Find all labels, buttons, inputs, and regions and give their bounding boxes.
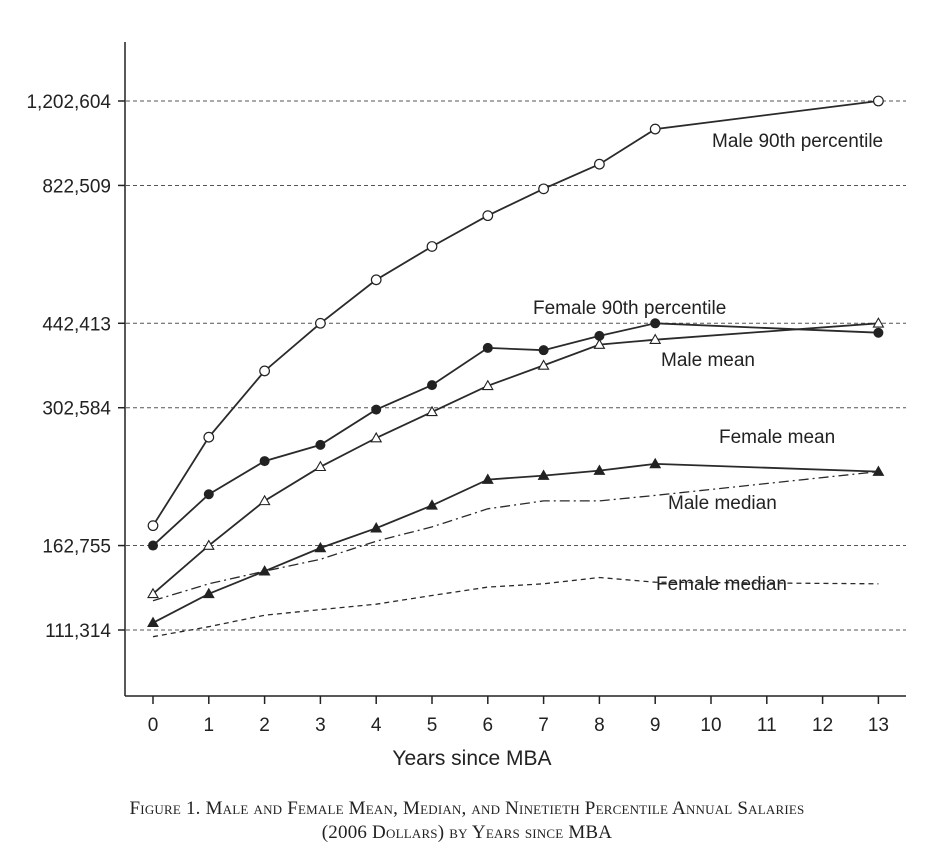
female-90th-percentile-point bbox=[148, 540, 158, 551]
male-90th-percentile-point bbox=[426, 241, 438, 252]
male-90th-percentile-point bbox=[538, 183, 549, 195]
male-90th-percentile-point bbox=[315, 317, 326, 329]
female-mean-point bbox=[649, 457, 662, 469]
female-mean-point bbox=[258, 565, 271, 576]
male-mean-point bbox=[593, 338, 606, 349]
axes bbox=[124, 42, 906, 697]
y-tick-label: 822,509 bbox=[42, 176, 111, 197]
female-mean-point bbox=[147, 616, 159, 628]
male-90th-percentile-point bbox=[370, 274, 382, 286]
x-tick-label: 4 bbox=[371, 715, 382, 736]
female-mean-point bbox=[426, 499, 438, 510]
gridlines bbox=[126, 100, 906, 631]
female-mean-point bbox=[314, 541, 327, 553]
y-tick-label: 1,202,604 bbox=[26, 92, 111, 113]
y-tick-label: 302,584 bbox=[42, 399, 111, 420]
x-axis-ticks: 0 1 2 3 4 5 6 7 8 9 10 11 12 13 bbox=[148, 696, 889, 736]
female-90th-percentile-point bbox=[427, 380, 437, 391]
y-tick-label: 162,755 bbox=[42, 537, 111, 558]
male-median-label: Male median bbox=[668, 493, 777, 514]
female-90th-percentile-point bbox=[873, 327, 884, 338]
figure-caption-line1: Figure 1. Male and Female Mean, Median, … bbox=[129, 798, 805, 819]
x-tick-label: 7 bbox=[538, 715, 549, 736]
x-tick-label: 6 bbox=[483, 715, 494, 736]
female-median-line bbox=[152, 576, 879, 638]
male-mean-point bbox=[202, 539, 215, 550]
x-tick-label: 3 bbox=[315, 715, 326, 736]
y-tick-label: 111,314 bbox=[45, 621, 111, 642]
female-mean-label: Female mean bbox=[719, 427, 835, 448]
female-90th-percentile-point bbox=[371, 404, 382, 415]
female-mean-point bbox=[481, 473, 494, 484]
female-90th-percentile-label: Female 90th percentile bbox=[533, 298, 726, 319]
figure-caption-line2: (2006 Dollars) by Years since MBA bbox=[321, 822, 613, 843]
male-mean-point bbox=[481, 379, 494, 391]
series-markers bbox=[147, 95, 885, 628]
male-mean-point bbox=[426, 405, 438, 417]
male-90th-percentile-point bbox=[203, 431, 215, 443]
x-tick-label: 5 bbox=[427, 715, 438, 736]
x-tick-label: 1 bbox=[204, 715, 215, 736]
male-median-line bbox=[152, 470, 879, 602]
y-axis-ticks: 1,202,604 822,509 442,413 302,584 162,755 111… bbox=[26, 92, 125, 642]
x-tick-label: 9 bbox=[650, 715, 661, 736]
male-mean-point bbox=[314, 460, 327, 472]
male-90th-percentile-label: Male 90th percentile bbox=[712, 131, 883, 152]
male-mean-point bbox=[649, 333, 662, 344]
male-90th-percentile-point bbox=[873, 95, 884, 107]
male-mean-point bbox=[147, 587, 159, 599]
female-90th-percentile-point bbox=[259, 456, 270, 467]
female-90th-percentile-point bbox=[482, 342, 493, 353]
female-90th-percentile-point bbox=[203, 489, 214, 500]
x-tick-label: 10 bbox=[700, 715, 721, 736]
female-mean-point bbox=[593, 464, 606, 475]
male-90th-percentile-point bbox=[649, 123, 661, 135]
y-tick-label: 442,413 bbox=[42, 314, 111, 335]
male-mean-point bbox=[537, 359, 550, 370]
x-tick-label: 11 bbox=[757, 715, 777, 736]
x-axis-title: Years since MBA bbox=[392, 747, 551, 770]
female-mean-point bbox=[202, 587, 215, 599]
male-90th-percentile-point bbox=[147, 520, 159, 532]
female-mean-point bbox=[537, 469, 550, 480]
female-90th-percentile-point bbox=[594, 330, 605, 341]
female-mean-point bbox=[370, 522, 383, 533]
male-90th-percentile-point bbox=[259, 365, 271, 377]
x-tick-label: 0 bbox=[148, 715, 159, 736]
male-mean-label: Male mean bbox=[661, 350, 755, 371]
series-labels: Male 90th percentile Female 90th percenti… bbox=[533, 131, 883, 595]
female-90th-percentile-point bbox=[538, 345, 549, 356]
female-90th-percentile-point bbox=[650, 318, 661, 329]
x-tick-label: 13 bbox=[868, 715, 889, 736]
male-mean-point bbox=[872, 317, 885, 328]
male-mean-point bbox=[370, 431, 383, 443]
female-90th-percentile-point bbox=[315, 439, 326, 450]
x-tick-label: 8 bbox=[594, 715, 605, 736]
x-tick-label: 2 bbox=[259, 715, 270, 736]
male-mean-point bbox=[258, 494, 271, 506]
female-median-label: Female median bbox=[656, 574, 787, 595]
male-90th-percentile-point bbox=[482, 210, 494, 222]
x-tick-label: 12 bbox=[812, 715, 833, 736]
female-mean-line bbox=[152, 462, 879, 624]
male-90th-percentile-point bbox=[594, 158, 605, 170]
female-mean-point bbox=[872, 465, 885, 476]
